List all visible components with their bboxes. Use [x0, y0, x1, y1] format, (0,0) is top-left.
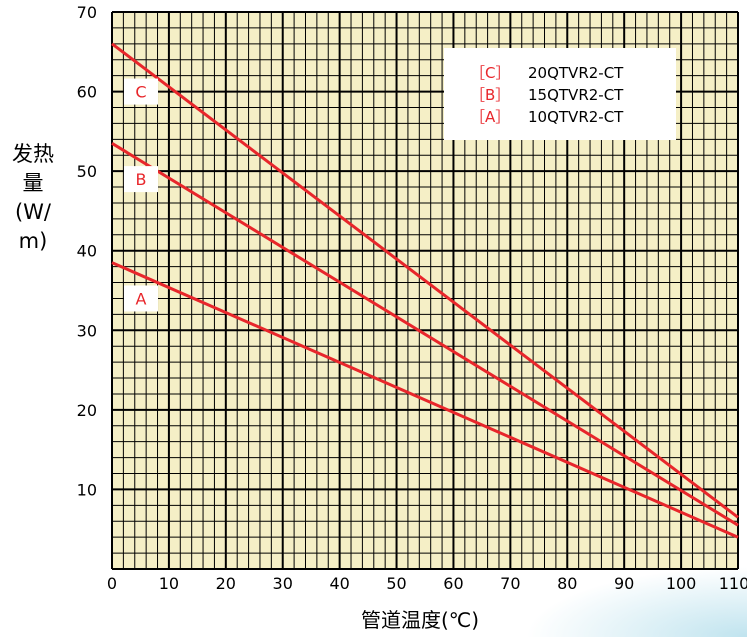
- y-tick-label: 70: [77, 3, 97, 22]
- x-tick-label: 50: [386, 574, 406, 593]
- y-tick-label: 30: [77, 321, 97, 340]
- x-tick-label: 30: [273, 574, 293, 593]
- grid: [111, 11, 739, 570]
- x-tick-label: 110: [719, 574, 747, 593]
- y-tick-label: 20: [77, 401, 97, 420]
- series-lines: [111, 42, 739, 539]
- series-label-c: C: [135, 83, 146, 102]
- series-line-b: [111, 142, 739, 527]
- x-axis-label: 管道温度(℃): [360, 608, 480, 632]
- series-line-a: [111, 261, 739, 539]
- x-tick-label: 0: [107, 574, 117, 593]
- legend-entry-c: 20QTVR2-CT: [528, 64, 624, 82]
- x-tick-label: 70: [500, 574, 520, 593]
- y-tick-label: 60: [77, 83, 97, 102]
- y-tick-labels: 10 20 30 40 50 60 70: [77, 3, 97, 499]
- series-label-b: B: [136, 170, 147, 189]
- series-label-a: A: [136, 289, 147, 308]
- y-axis-label-text: 发热量(W/m): [12, 142, 54, 253]
- x-tick-label: 90: [614, 574, 634, 593]
- x-tick-label: 80: [557, 574, 577, 593]
- legend: ［C］ 20QTVR2-CT ［B］ 15QTVR2-CT ［A］ 10QTVR2-CT: [444, 48, 676, 140]
- x-tick-label: 60: [443, 574, 463, 593]
- legend-marker-a: ［A］: [470, 108, 510, 126]
- y-tick-label: 50: [77, 162, 97, 181]
- legend-box: [444, 48, 676, 140]
- legend-entry-b: 15QTVR2-CT: [528, 86, 624, 104]
- x-tick-label: 100: [666, 574, 697, 593]
- series-label-box-b: [124, 166, 158, 193]
- series-labels: C B A: [124, 78, 158, 312]
- y-tick-label: 10: [77, 480, 97, 499]
- series-label-box-a: [124, 285, 158, 312]
- series-line-c: [111, 42, 739, 519]
- x-tick-label: 20: [216, 574, 236, 593]
- legend-marker-b: ［B］: [470, 86, 510, 104]
- legend-entry-a: 10QTVR2-CT: [528, 108, 624, 126]
- y-axis-label: 发热量(W/m): [6, 140, 60, 256]
- y-tick-label: 40: [77, 242, 97, 261]
- x-tick-label: 10: [159, 574, 179, 593]
- series-label-box-c: [124, 78, 158, 105]
- x-tick-labels: 0 10 20 30 40 50 60 70 80 90 100 110: [107, 574, 747, 593]
- x-tick-label: 40: [329, 574, 349, 593]
- legend-marker-c: ［C］: [470, 64, 510, 82]
